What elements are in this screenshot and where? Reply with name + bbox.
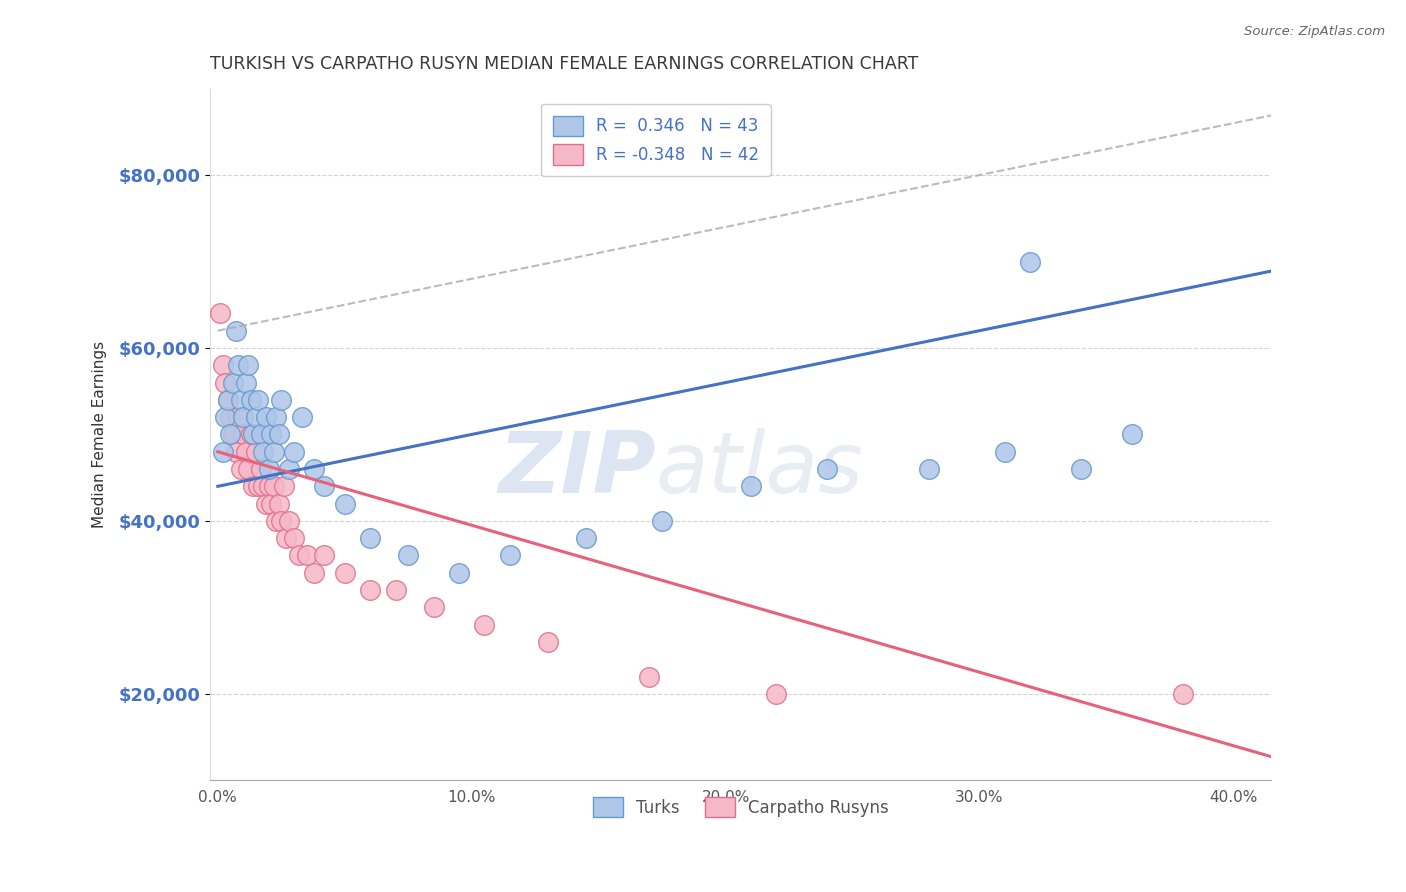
Point <box>229 392 252 407</box>
Point <box>273 479 295 493</box>
Point <box>304 462 326 476</box>
Point <box>260 427 283 442</box>
Point <box>1171 687 1194 701</box>
Point <box>245 444 267 458</box>
Point <box>247 392 270 407</box>
Point <box>235 444 257 458</box>
Point <box>219 410 242 425</box>
Point <box>396 549 419 563</box>
Point <box>217 392 239 407</box>
Point <box>254 410 277 425</box>
Point <box>270 392 292 407</box>
Point <box>212 444 235 458</box>
Point <box>217 392 239 407</box>
Point <box>225 324 247 338</box>
Point <box>252 444 274 458</box>
Point <box>815 462 838 476</box>
Point <box>384 583 406 598</box>
Point <box>1070 462 1092 476</box>
Point <box>1121 427 1143 442</box>
Point <box>638 669 661 683</box>
Text: Source: ZipAtlas.com: Source: ZipAtlas.com <box>1244 25 1385 38</box>
Point <box>242 427 264 442</box>
Legend: Turks, Carpatho Rusyns: Turks, Carpatho Rusyns <box>586 790 896 824</box>
Point <box>1019 254 1042 268</box>
Point <box>264 410 287 425</box>
Point <box>214 410 236 425</box>
Point <box>264 514 287 528</box>
Text: ZIP: ZIP <box>498 427 657 510</box>
Point <box>276 531 298 545</box>
Point <box>295 549 318 563</box>
Point <box>252 479 274 493</box>
Point <box>277 462 299 476</box>
Point <box>226 410 249 425</box>
Point <box>359 583 381 598</box>
Point <box>288 549 311 563</box>
Text: TURKISH VS CARPATHO RUSYN MEDIAN FEMALE EARNINGS CORRELATION CHART: TURKISH VS CARPATHO RUSYN MEDIAN FEMALE … <box>209 55 918 73</box>
Point <box>239 427 262 442</box>
Point <box>267 497 290 511</box>
Point <box>226 358 249 372</box>
Point <box>257 479 280 493</box>
Point <box>290 410 312 425</box>
Point <box>260 497 283 511</box>
Point <box>257 462 280 476</box>
Point <box>229 462 252 476</box>
Point <box>250 427 273 442</box>
Point <box>263 479 285 493</box>
Point <box>918 462 941 476</box>
Point <box>242 479 264 493</box>
Point <box>359 531 381 545</box>
Point <box>537 635 560 649</box>
Point <box>239 392 262 407</box>
Point <box>212 358 235 372</box>
Point <box>740 479 762 493</box>
Point <box>447 566 470 580</box>
Point <box>219 427 242 442</box>
Point <box>314 479 336 493</box>
Point <box>245 410 267 425</box>
Point <box>499 549 522 563</box>
Point <box>209 306 232 320</box>
Point <box>283 531 305 545</box>
Point <box>304 566 326 580</box>
Point <box>333 566 356 580</box>
Point <box>333 497 356 511</box>
Point <box>270 514 292 528</box>
Text: atlas: atlas <box>657 427 863 510</box>
Point <box>994 444 1017 458</box>
Y-axis label: Median Female Earnings: Median Female Earnings <box>93 341 107 528</box>
Point <box>247 479 270 493</box>
Point <box>422 600 444 615</box>
Point <box>232 427 254 442</box>
Point <box>283 444 305 458</box>
Point <box>238 462 260 476</box>
Point <box>267 427 290 442</box>
Point <box>232 410 254 425</box>
Point <box>238 358 260 372</box>
Point <box>225 444 247 458</box>
Point <box>222 376 245 390</box>
Point <box>277 514 299 528</box>
Point <box>214 376 236 390</box>
Point <box>222 427 245 442</box>
Point <box>263 444 285 458</box>
Point <box>765 687 787 701</box>
Point <box>575 531 598 545</box>
Point <box>474 617 496 632</box>
Point <box>250 462 273 476</box>
Point <box>314 549 336 563</box>
Point <box>254 497 277 511</box>
Point <box>651 514 673 528</box>
Point <box>235 376 257 390</box>
